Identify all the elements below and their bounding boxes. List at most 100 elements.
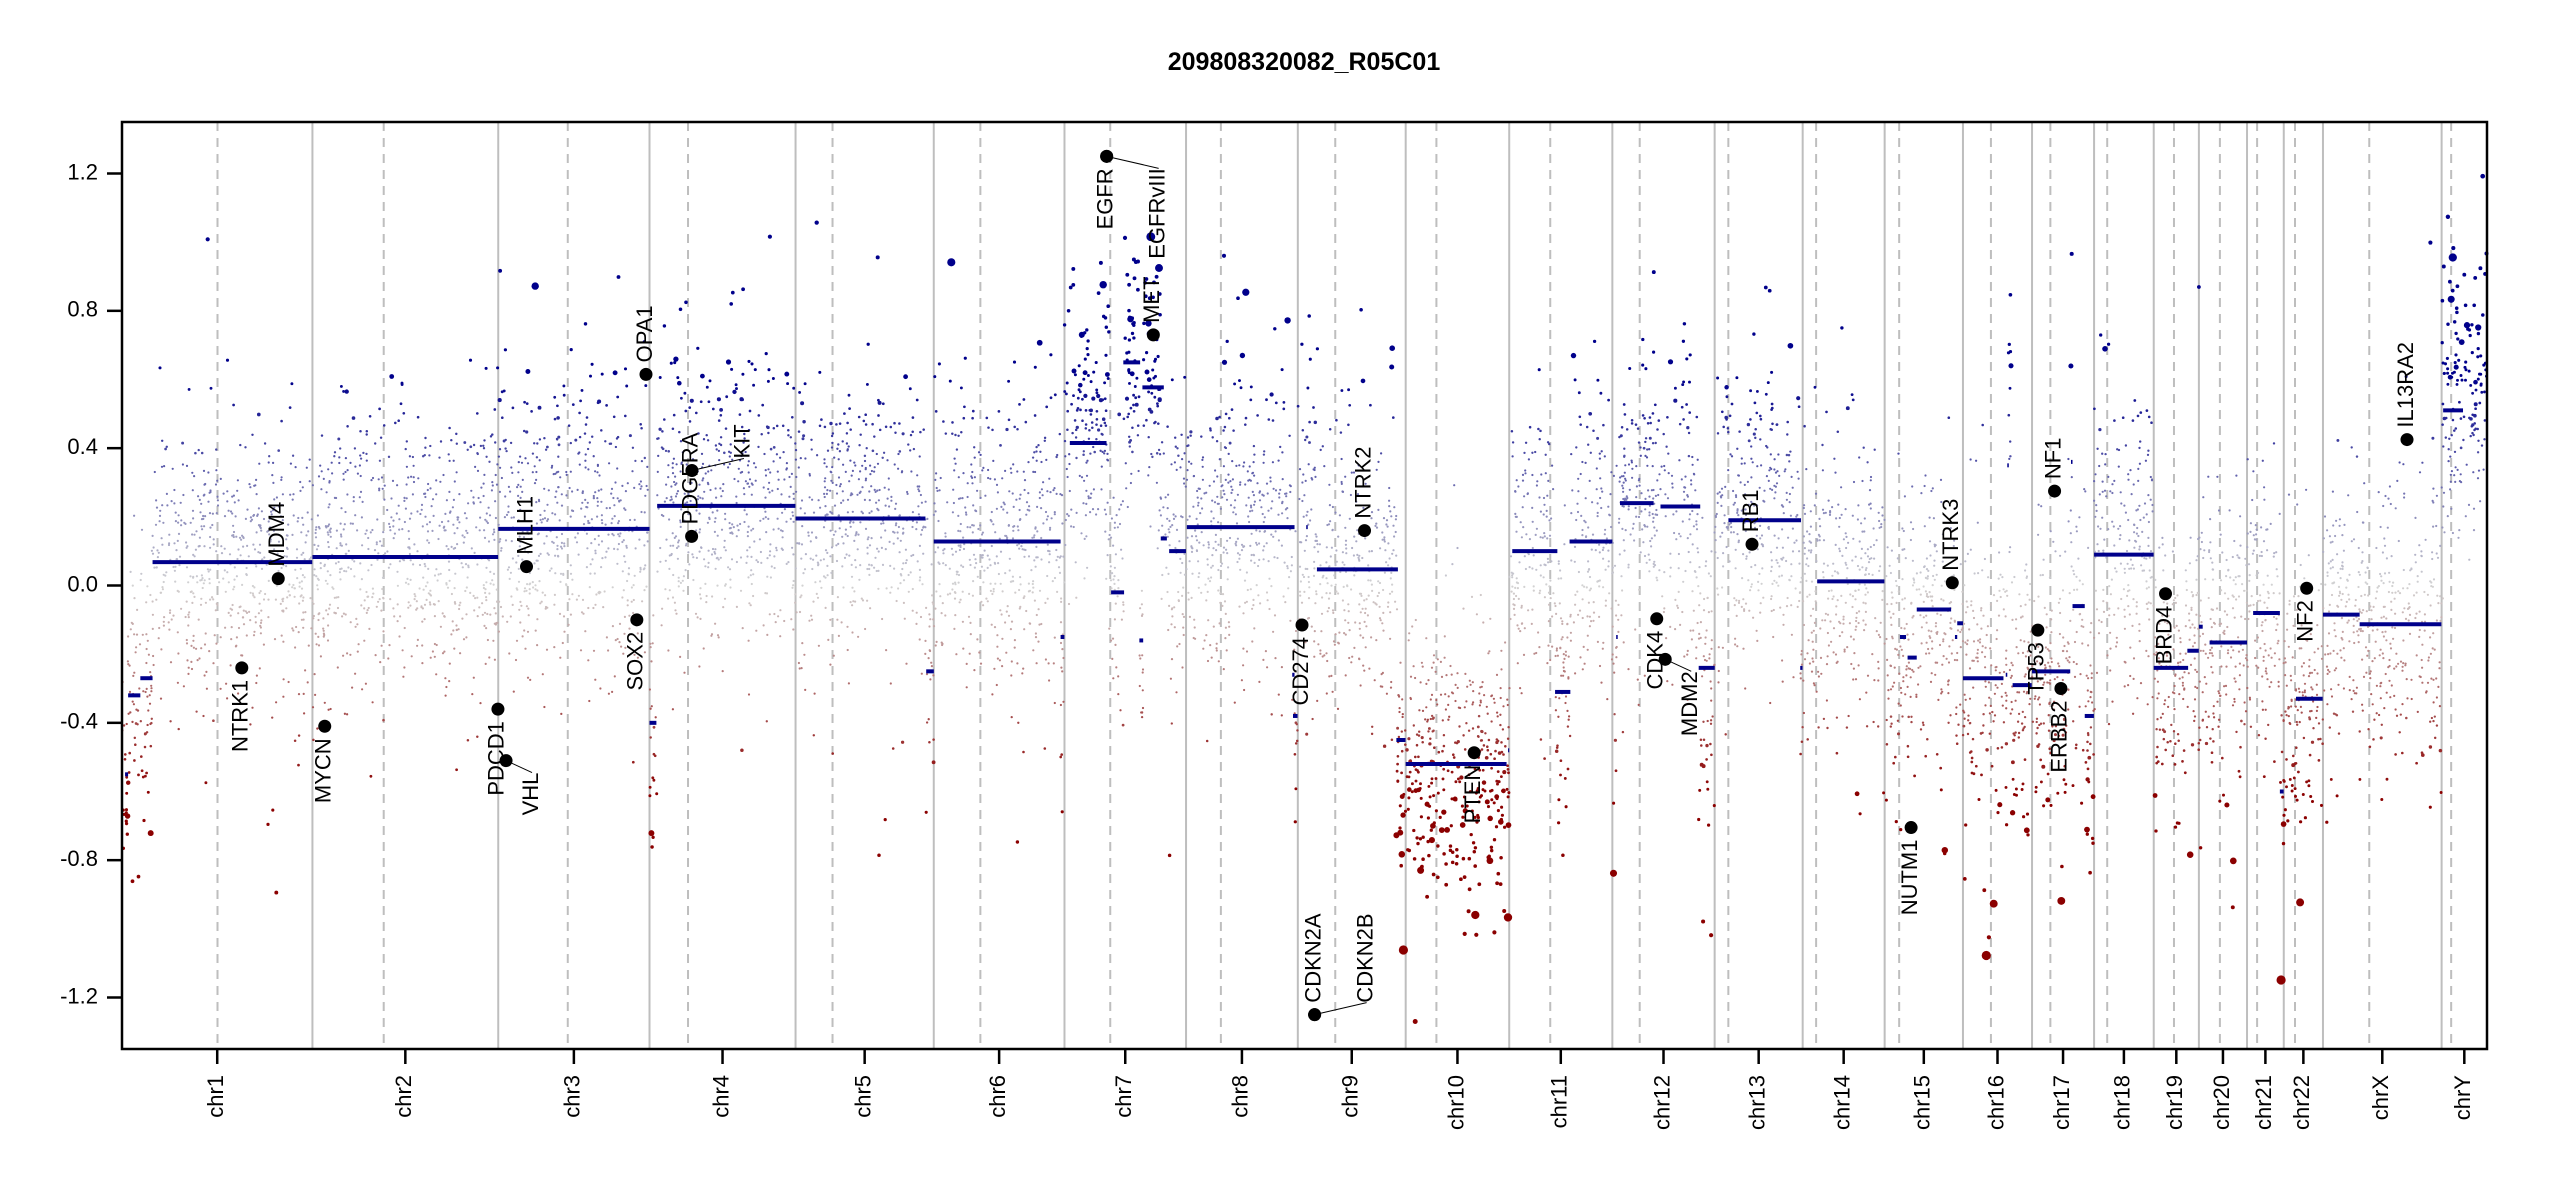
bin-point bbox=[1388, 499, 1391, 502]
bin-point bbox=[1078, 390, 1082, 394]
bin-point bbox=[1207, 577, 1210, 580]
bin-point bbox=[518, 455, 522, 458]
bin-point bbox=[559, 476, 562, 479]
bin-point bbox=[1217, 502, 1220, 505]
bin-point bbox=[161, 504, 164, 507]
bin-point bbox=[691, 458, 695, 461]
bin-point bbox=[1495, 779, 1499, 783]
bin-point bbox=[447, 453, 450, 456]
bin-point bbox=[1551, 645, 1554, 648]
bin-point bbox=[1438, 827, 1445, 834]
bin-point bbox=[478, 529, 481, 532]
bin-point bbox=[505, 449, 508, 453]
bin-point bbox=[1085, 346, 1089, 351]
bin-point bbox=[192, 634, 195, 638]
bin-point bbox=[1493, 701, 1496, 704]
bin-point bbox=[435, 493, 438, 496]
bin-point bbox=[908, 387, 912, 391]
bin-point bbox=[670, 485, 673, 488]
bin-point bbox=[1289, 570, 1292, 573]
bin-point bbox=[226, 697, 229, 700]
bin-point bbox=[962, 416, 966, 420]
bin-point bbox=[875, 569, 878, 573]
bin-point bbox=[239, 554, 242, 557]
bin-point bbox=[1602, 557, 1605, 560]
bin-point bbox=[910, 554, 913, 558]
bin-point bbox=[1492, 838, 1497, 842]
bin-point bbox=[1435, 698, 1438, 702]
bin-point bbox=[576, 488, 579, 491]
bin-point bbox=[1561, 853, 1565, 858]
bin-point bbox=[1212, 480, 1216, 483]
bin-point bbox=[1104, 513, 1108, 516]
bin-point bbox=[991, 428, 994, 432]
bin-point bbox=[672, 457, 676, 460]
bin-point bbox=[590, 542, 593, 545]
bin-point bbox=[1037, 444, 1040, 447]
bin-point bbox=[1432, 794, 1436, 798]
bin-point bbox=[1307, 616, 1311, 620]
bin-point bbox=[1412, 828, 1416, 833]
bin-point bbox=[1451, 563, 1454, 566]
bin-point bbox=[1073, 419, 1077, 422]
bin-point bbox=[1351, 546, 1354, 550]
bin-point bbox=[919, 493, 923, 497]
bin-point bbox=[235, 575, 238, 578]
bin-point bbox=[600, 488, 603, 491]
bin-point bbox=[749, 574, 752, 577]
bin-point bbox=[857, 478, 861, 481]
bin-point bbox=[719, 407, 724, 412]
bin-point bbox=[1302, 515, 1305, 518]
bin-point bbox=[961, 497, 964, 500]
bin-point bbox=[672, 501, 675, 504]
bin-point bbox=[1056, 555, 1059, 558]
bin-point bbox=[610, 522, 613, 525]
bin-point bbox=[812, 734, 816, 737]
bin-point bbox=[897, 452, 900, 456]
bin-point bbox=[344, 389, 349, 394]
bin-point bbox=[427, 592, 430, 595]
bin-point bbox=[766, 633, 769, 637]
bin-point bbox=[1205, 599, 1208, 602]
bin-point bbox=[949, 592, 952, 595]
bin-point bbox=[402, 411, 406, 415]
bin-point bbox=[1488, 650, 1491, 653]
bin-point bbox=[996, 657, 1000, 660]
bin-point bbox=[1159, 496, 1162, 499]
bin-point bbox=[1226, 552, 1229, 555]
bin-point bbox=[980, 600, 983, 603]
bin-point bbox=[1197, 487, 1200, 490]
bin-point bbox=[253, 548, 257, 551]
bin-point bbox=[527, 607, 530, 610]
bin-point bbox=[707, 400, 711, 404]
bin-point bbox=[1361, 607, 1364, 610]
bin-point bbox=[988, 558, 991, 561]
bin-point bbox=[208, 650, 211, 653]
bin-point bbox=[1362, 506, 1365, 509]
bin-point bbox=[1478, 704, 1481, 707]
bin-point bbox=[989, 477, 992, 480]
bin-point bbox=[1218, 415, 1221, 419]
bin-point bbox=[154, 523, 158, 526]
bin-point bbox=[214, 609, 217, 612]
bin-point bbox=[1240, 679, 1243, 682]
bin-point bbox=[252, 634, 256, 637]
bin-point bbox=[875, 452, 878, 456]
bin-point bbox=[223, 515, 227, 518]
bin-point bbox=[1448, 844, 1453, 848]
bin-point bbox=[382, 531, 385, 534]
bin-point bbox=[557, 455, 560, 458]
bin-point bbox=[1365, 625, 1368, 628]
bin-point bbox=[819, 506, 822, 509]
bin-point bbox=[859, 470, 862, 473]
bin-point bbox=[1495, 673, 1499, 677]
bin-point bbox=[204, 482, 207, 486]
bin-point bbox=[381, 487, 384, 490]
bin-point bbox=[1167, 493, 1170, 496]
bin-point bbox=[1331, 609, 1335, 612]
bin-point bbox=[713, 520, 717, 523]
bin-point bbox=[1586, 634, 1589, 637]
bin-point bbox=[801, 437, 805, 441]
bin-point bbox=[287, 523, 290, 526]
bin-point bbox=[1277, 539, 1280, 542]
